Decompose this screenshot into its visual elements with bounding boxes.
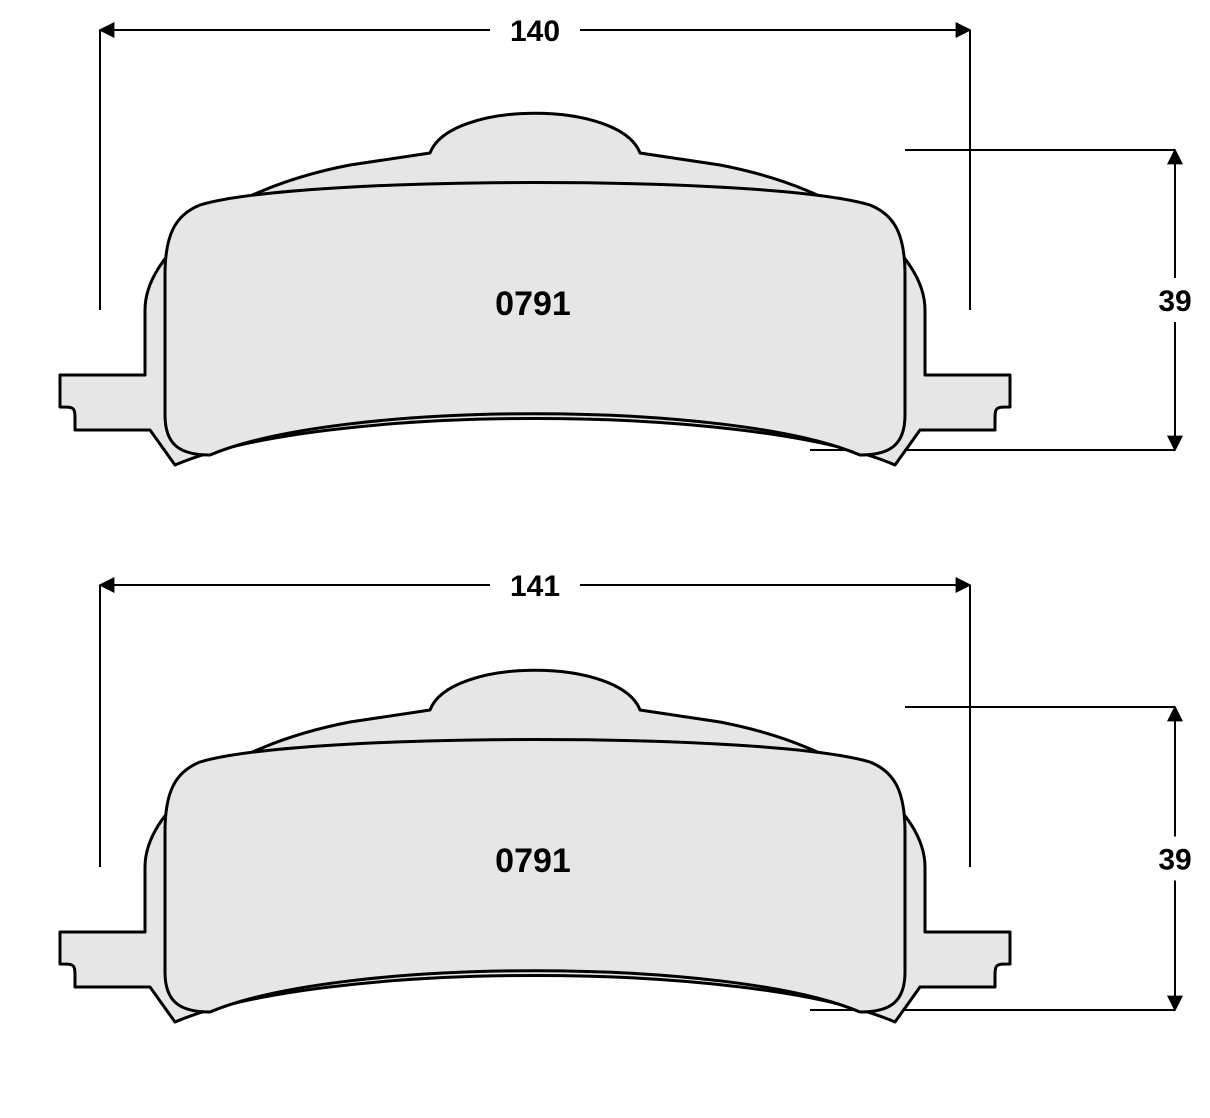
height-dim-label: 39 [1158, 844, 1191, 877]
part-number-label: 0791 [495, 842, 571, 880]
brake-pad-bottom: 141 39 0791 [60, 570, 1192, 1022]
brake-pad-top: 140 39 0791 [60, 15, 1192, 465]
part-number-label: 0791 [495, 285, 571, 323]
height-dim-label: 39 [1158, 285, 1191, 318]
width-dim-label: 140 [510, 15, 560, 48]
width-dim-label: 141 [510, 570, 560, 603]
